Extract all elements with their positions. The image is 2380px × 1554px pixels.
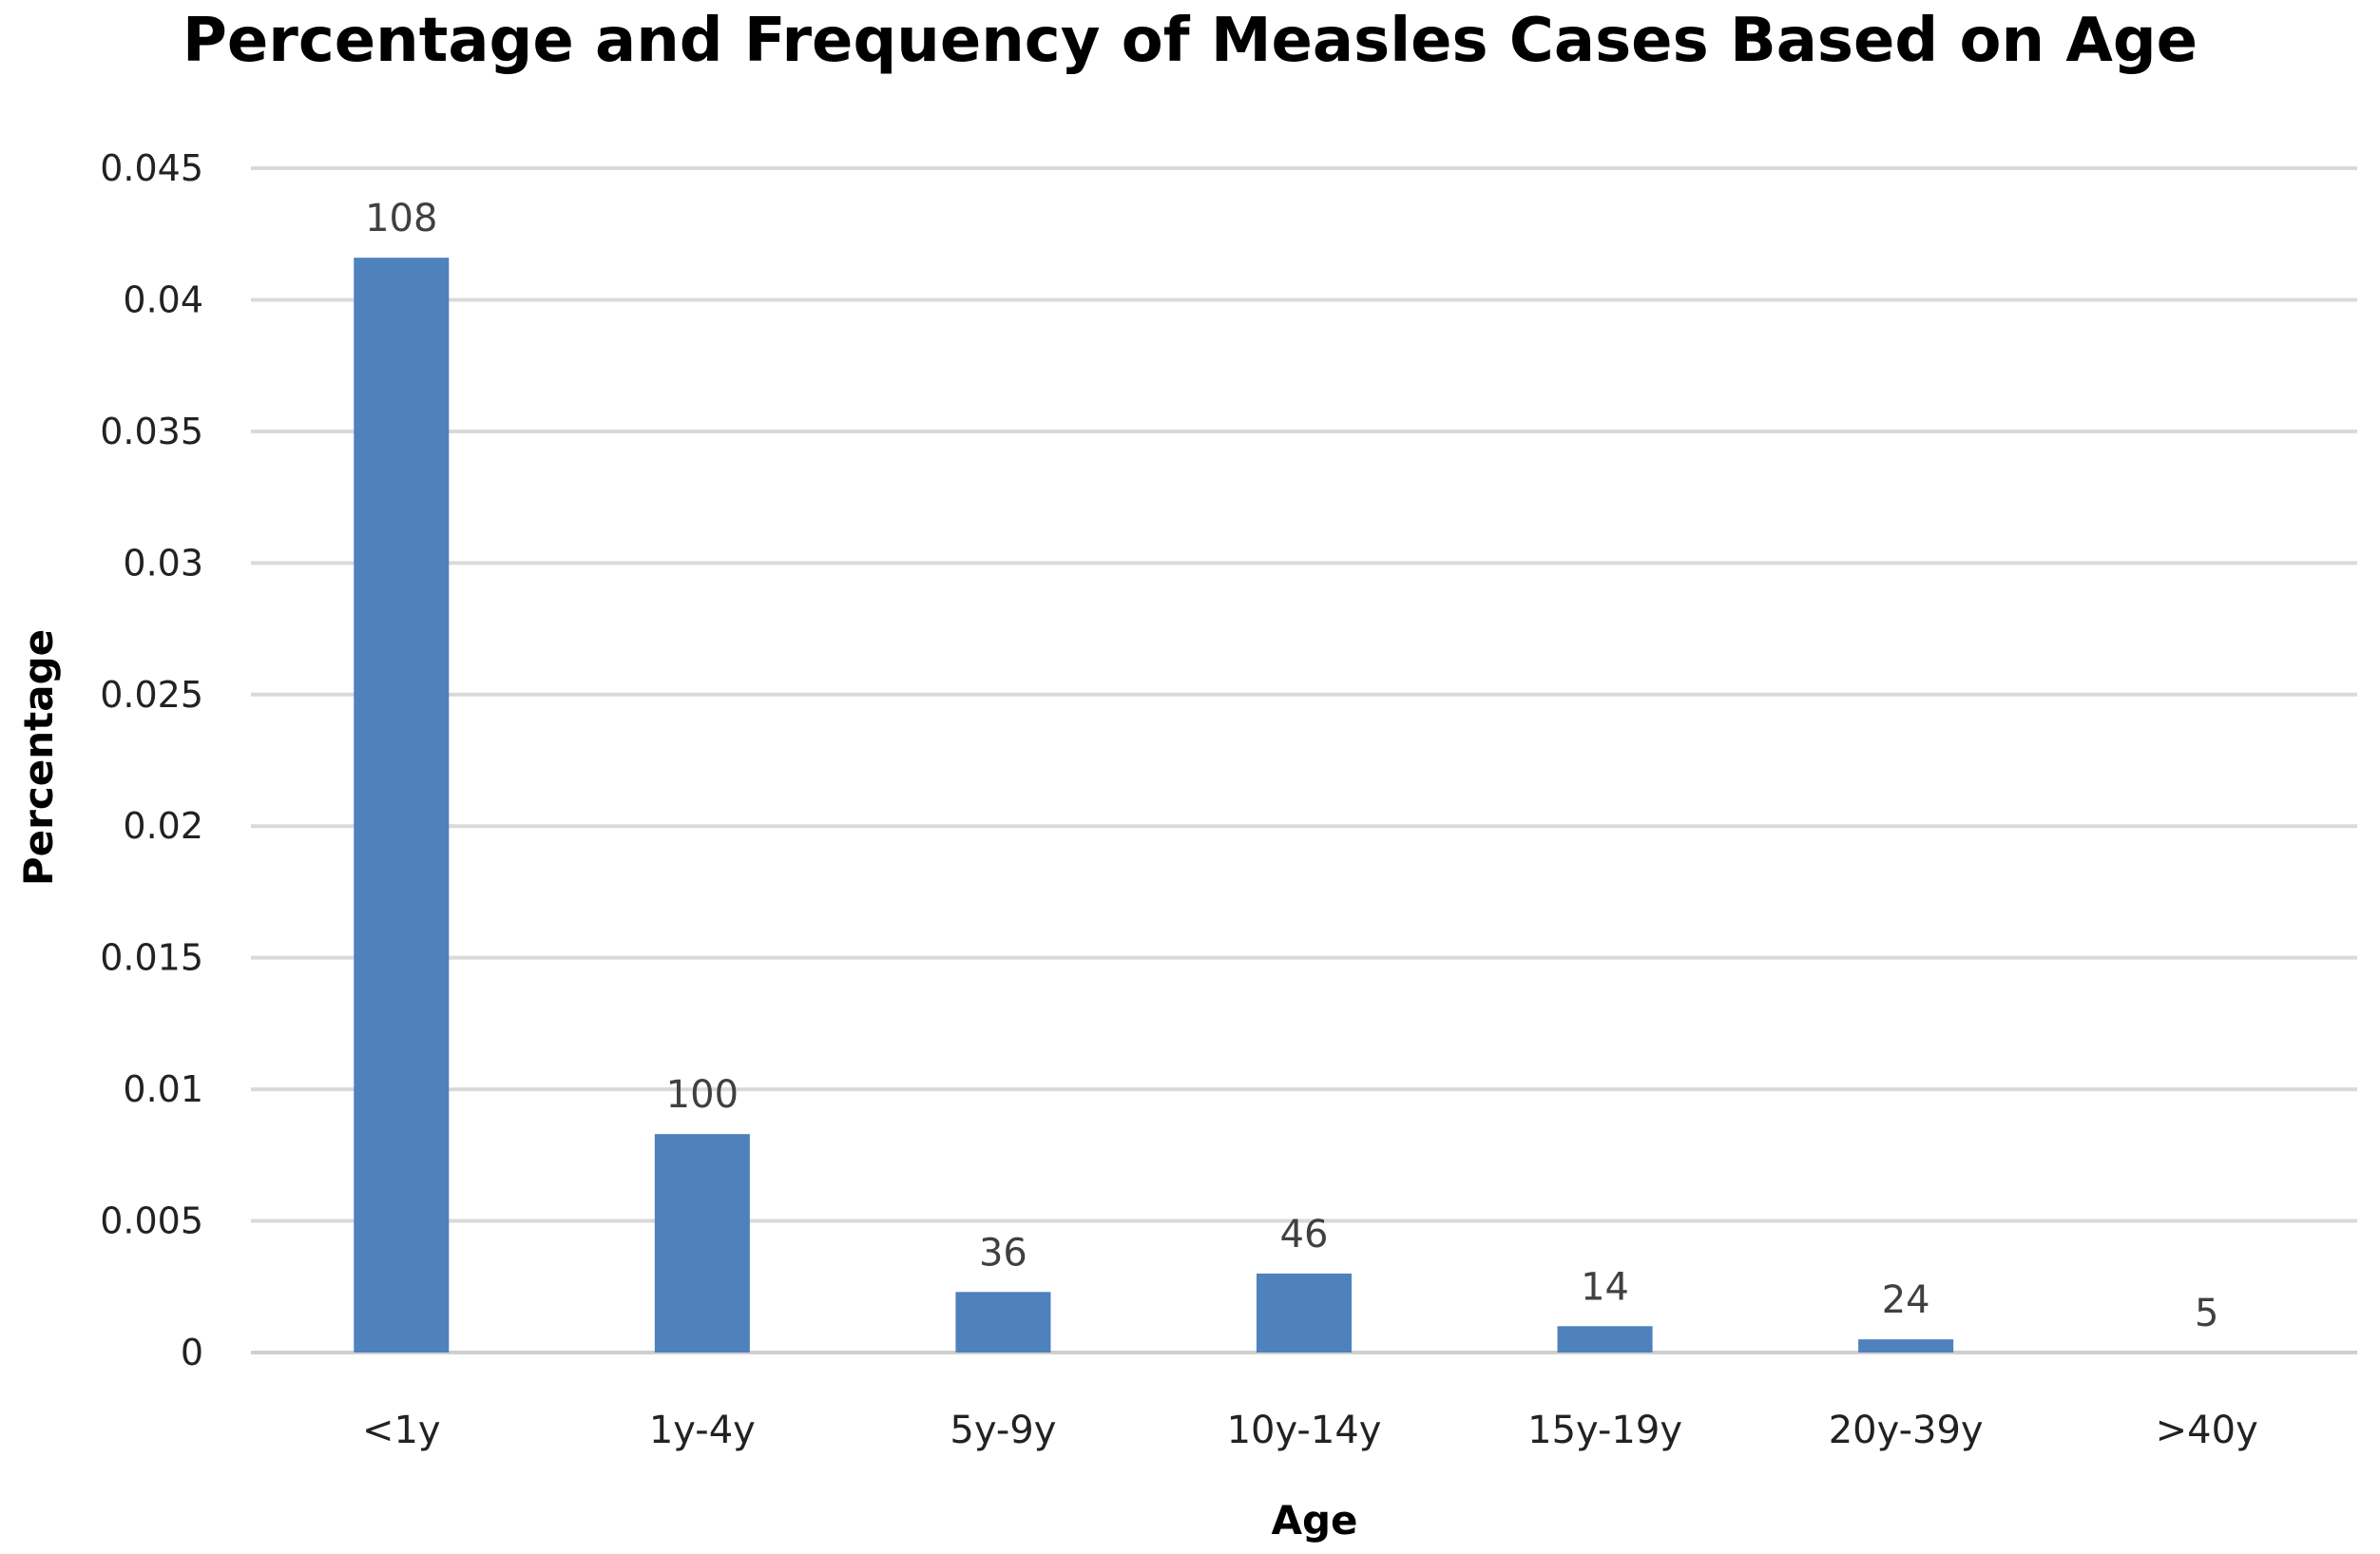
x-tick-label: 20y-39y	[1829, 1409, 1984, 1452]
bar	[1256, 1273, 1353, 1353]
data-label: 5	[2195, 1292, 2218, 1335]
bar	[1557, 1326, 1653, 1353]
x-axis-ticks: <1y 1y-4y 5y-9y 10y-14y 15y-19y 20y-39y >40y	[362, 1409, 2258, 1452]
data-label: 14	[1581, 1265, 1629, 1309]
bar	[955, 1292, 1051, 1353]
y-tick-label: 0.02	[123, 805, 203, 847]
y-tick-label: 0.015	[100, 937, 203, 979]
y-tick-label: 0.03	[123, 542, 203, 584]
x-tick-label: >40y	[2156, 1409, 2258, 1452]
data-labels: 108 100 36 46 14 24 5	[365, 197, 2218, 1335]
x-tick-label: 15y-19y	[1527, 1409, 1682, 1452]
x-tick-label: 10y-14y	[1227, 1409, 1382, 1452]
x-tick-label: 5y-9y	[950, 1409, 1056, 1452]
y-tick-label: 0.045	[100, 147, 203, 189]
data-label: 36	[979, 1231, 1027, 1275]
y-tick-label: 0.01	[123, 1068, 203, 1110]
x-tick-label: 1y-4y	[649, 1409, 756, 1452]
bars	[354, 258, 1954, 1353]
y-tick-label: 0.025	[100, 674, 203, 716]
y-axis-title: Percentage	[15, 629, 62, 886]
y-tick-label: 0	[181, 1332, 203, 1373]
gridlines	[251, 166, 2357, 1354]
y-tick-label: 0.005	[100, 1200, 203, 1242]
y-tick-label: 0.035	[100, 411, 203, 452]
chart-title: Percentage and Frequency of Measles Case…	[182, 6, 2198, 76]
y-axis-ticks: 0 0.005 0.01 0.015 0.02 0.025 0.03 0.035 0.04 0.0…	[100, 147, 203, 1373]
x-axis-title: Age	[1271, 1497, 1357, 1544]
bar	[354, 258, 450, 1353]
data-label: 100	[666, 1073, 739, 1117]
data-label: 108	[365, 197, 437, 240]
data-label: 46	[1280, 1213, 1329, 1257]
bar	[1858, 1339, 1954, 1353]
x-tick-label: <1y	[362, 1409, 441, 1452]
bar	[654, 1134, 750, 1353]
data-label: 24	[1882, 1278, 1930, 1322]
y-tick-label: 0.04	[123, 278, 203, 320]
